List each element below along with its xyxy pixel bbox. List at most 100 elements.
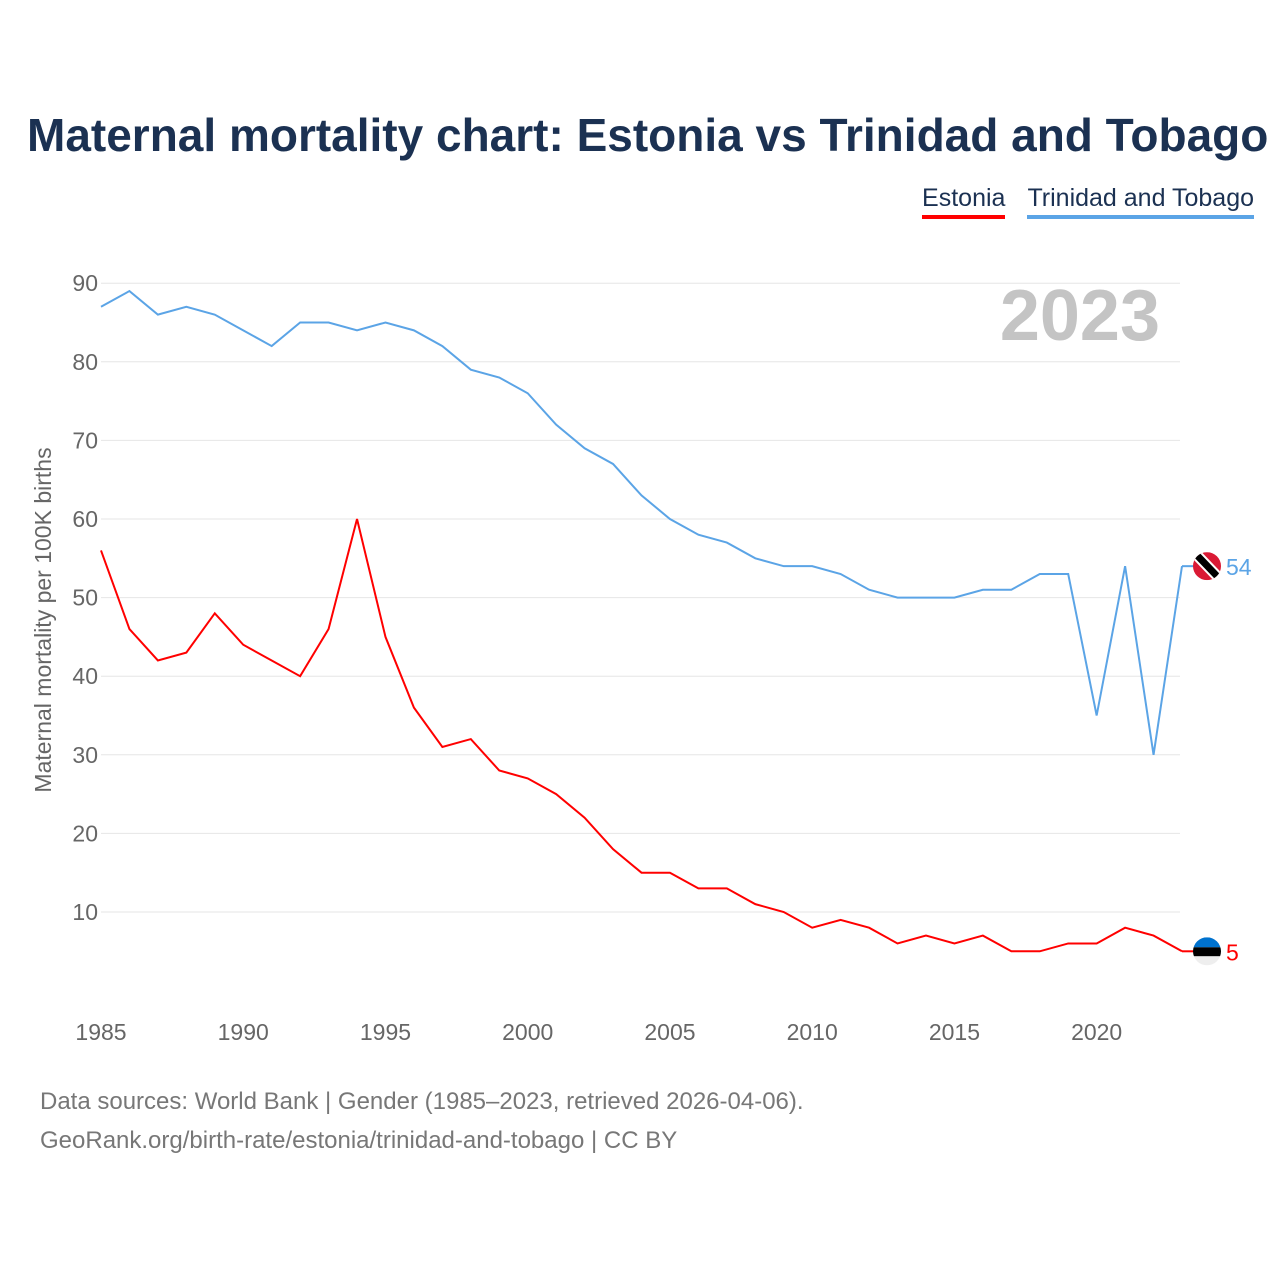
end-value-label: 54	[1226, 554, 1252, 580]
data-point	[553, 791, 559, 797]
y-tick-label: 40	[72, 663, 98, 689]
data-point	[439, 343, 445, 349]
data-point	[496, 768, 502, 774]
year-watermark: 2023	[1000, 276, 1160, 356]
legend-item-estonia[interactable]: Estonia	[922, 184, 1006, 219]
data-point	[126, 626, 132, 632]
flag-body	[1193, 937, 1221, 966]
x-tick-label: 1985	[75, 1019, 126, 1045]
data-point	[297, 320, 303, 326]
data-point	[1008, 948, 1014, 954]
x-tick-label: 1995	[360, 1019, 411, 1045]
data-point	[1008, 587, 1014, 593]
data-point	[667, 516, 673, 522]
flag-stripe	[1193, 937, 1221, 948]
y-tick-label: 50	[72, 585, 98, 611]
data-point	[183, 650, 189, 656]
data-point	[866, 587, 872, 593]
data-point	[639, 870, 645, 876]
x-tick-label: 2000	[502, 1019, 553, 1045]
data-point	[781, 909, 787, 915]
data-point	[468, 736, 474, 742]
data-point	[354, 327, 360, 333]
data-point	[126, 288, 132, 294]
chart-title: Maternal mortality chart: Estonia vs Tri…	[27, 109, 1269, 161]
y-tick-label: 30	[72, 742, 98, 768]
data-point	[269, 343, 275, 349]
legend: Estonia Trinidad and Tobago	[922, 184, 1254, 219]
data-point	[1065, 940, 1071, 946]
y-tick-label: 80	[72, 349, 98, 375]
data-point	[1065, 571, 1071, 577]
y-tick-label: 10	[72, 899, 98, 925]
data-point	[269, 657, 275, 663]
data-point	[1094, 940, 1100, 946]
data-point	[838, 917, 844, 923]
x-tick-label: 2015	[929, 1019, 980, 1045]
data-point	[923, 933, 929, 939]
data-point	[439, 744, 445, 750]
data-point	[212, 312, 218, 318]
series-line-trinidad-and-tobago	[100, 289, 1183, 755]
x-tick-label: 2020	[1071, 1019, 1122, 1045]
series-line-estonia	[100, 518, 1183, 953]
end-value-label: 5	[1226, 939, 1239, 965]
data-point	[610, 461, 616, 467]
data-point	[724, 540, 730, 546]
footer-link[interactable]: GeoRank.org/birth-rate/estonia/trinidad-…	[40, 1127, 678, 1154]
data-point	[1122, 563, 1128, 569]
y-tick-label: 70	[72, 427, 98, 453]
x-tick-label: 2010	[787, 1019, 838, 1045]
data-point	[923, 595, 929, 601]
data-point	[326, 626, 332, 632]
flag-stripe	[1193, 956, 1221, 966]
data-point	[895, 940, 901, 946]
data-point	[639, 492, 645, 498]
flag-stripe	[1193, 947, 1221, 957]
y-axis-label: Maternal mortality per 100K births	[30, 447, 56, 792]
data-point	[1037, 571, 1043, 577]
trinidad-flag-icon	[1193, 552, 1221, 581]
y-tick-label: 20	[72, 820, 98, 846]
data-point	[838, 571, 844, 577]
data-point	[155, 312, 161, 318]
data-point	[809, 925, 815, 931]
data-point	[1037, 948, 1043, 954]
data-point	[895, 595, 901, 601]
x-tick-label: 2005	[644, 1019, 695, 1045]
data-point	[752, 901, 758, 907]
data-point	[1151, 752, 1157, 758]
data-point	[695, 885, 701, 891]
data-point	[326, 320, 332, 326]
data-point	[525, 775, 531, 781]
data-point	[980, 587, 986, 593]
data-point	[809, 563, 815, 569]
y-tick-label: 60	[72, 506, 98, 532]
data-point	[354, 516, 360, 522]
data-point	[951, 940, 957, 946]
data-point	[98, 304, 104, 310]
data-point	[1122, 925, 1128, 931]
data-point	[98, 547, 104, 553]
legend-item-trinidad-and-tobago[interactable]: Trinidad and Tobago	[1027, 184, 1254, 219]
data-point	[155, 657, 161, 663]
data-point	[781, 563, 787, 569]
data-point	[496, 375, 502, 381]
x-tick-label: 1990	[218, 1019, 269, 1045]
data-point	[468, 367, 474, 373]
estonia-flag-icon	[1193, 937, 1221, 966]
data-point	[752, 555, 758, 561]
data-point	[1151, 933, 1157, 939]
data-point	[183, 304, 189, 310]
data-point	[980, 933, 986, 939]
data-point	[297, 673, 303, 679]
data-point	[582, 815, 588, 821]
data-point	[1094, 713, 1100, 719]
data-point	[695, 532, 701, 538]
data-point	[866, 925, 872, 931]
data-point	[240, 642, 246, 648]
data-point	[724, 885, 730, 891]
data-point	[582, 445, 588, 451]
data-point	[382, 320, 388, 326]
